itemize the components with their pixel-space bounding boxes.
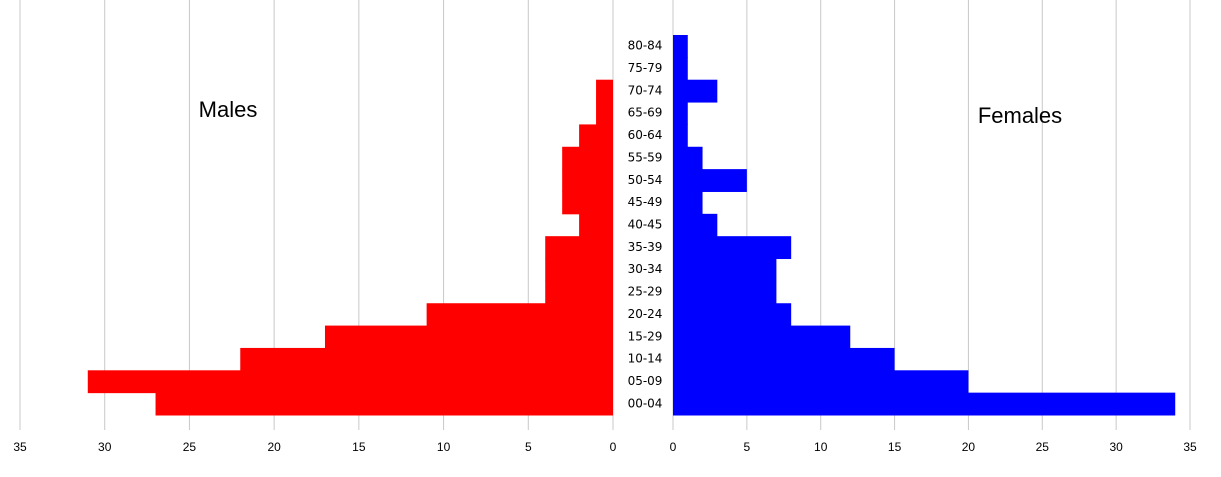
bar [673, 392, 1176, 416]
x-tick-label: 0 [610, 440, 617, 454]
bar [673, 169, 747, 192]
category-label: 30-34 [628, 262, 663, 276]
category-label: 75-79 [628, 61, 663, 75]
bar [426, 303, 613, 327]
x-tick-label: 20 [962, 440, 976, 454]
category-label: 45-49 [628, 195, 663, 209]
x-tick-label: 25 [1036, 440, 1050, 454]
series-label: Males [199, 97, 258, 122]
bar [673, 370, 969, 394]
bar [673, 79, 718, 103]
category-label: 25-29 [628, 285, 663, 299]
x-tick-label: 5 [744, 440, 751, 454]
category-label: 65-69 [628, 106, 663, 120]
bar [673, 258, 777, 282]
bar [673, 146, 703, 170]
category-label: 05-09 [628, 374, 663, 388]
x-tick-label: 5 [525, 440, 532, 454]
category-label: 50-54 [628, 173, 663, 187]
x-tick-label: 10 [814, 440, 828, 454]
bar [87, 370, 614, 394]
bar [155, 392, 614, 416]
x-tick-label: 0 [670, 440, 677, 454]
category-label: 80-84 [628, 39, 663, 53]
x-tick-label: 35 [1183, 440, 1197, 454]
x-tick-label: 10 [437, 440, 451, 454]
x-tick-label: 15 [352, 440, 366, 454]
bar [673, 213, 718, 237]
bar [673, 191, 703, 215]
category-label: 35-39 [628, 240, 663, 254]
bar [562, 146, 613, 170]
category-label: 10-14 [628, 352, 663, 366]
bar [673, 57, 688, 81]
bar [562, 191, 613, 215]
x-tick-label: 30 [98, 440, 112, 454]
bar [673, 236, 792, 260]
bar [673, 102, 688, 125]
category-label: 40-45 [628, 218, 663, 232]
bar [673, 303, 792, 327]
x-tick-label: 15 [888, 440, 902, 454]
bar [240, 347, 613, 371]
category-label: 15-29 [628, 329, 663, 343]
bar [545, 280, 613, 304]
x-tick-label: 25 [183, 440, 197, 454]
category-label: 60-64 [628, 128, 663, 142]
category-label: 00-04 [628, 396, 663, 410]
series-label: Females [978, 103, 1062, 128]
x-tick-label: 35 [13, 440, 27, 454]
bar [579, 124, 613, 148]
bar [673, 325, 851, 349]
category-label: 55-59 [628, 150, 663, 164]
category-label: 20-24 [628, 307, 663, 321]
bar [673, 35, 688, 58]
bar [562, 169, 613, 192]
bar [596, 102, 613, 125]
bar [673, 280, 777, 304]
bar [545, 236, 613, 260]
x-tick-label: 30 [1109, 440, 1123, 454]
category-label: 70-74 [628, 83, 663, 97]
bar [596, 79, 613, 103]
bar [324, 325, 613, 349]
bar [673, 347, 895, 371]
x-tick-label: 20 [267, 440, 281, 454]
bar [673, 124, 688, 148]
bar [579, 213, 613, 237]
bar [545, 258, 613, 282]
